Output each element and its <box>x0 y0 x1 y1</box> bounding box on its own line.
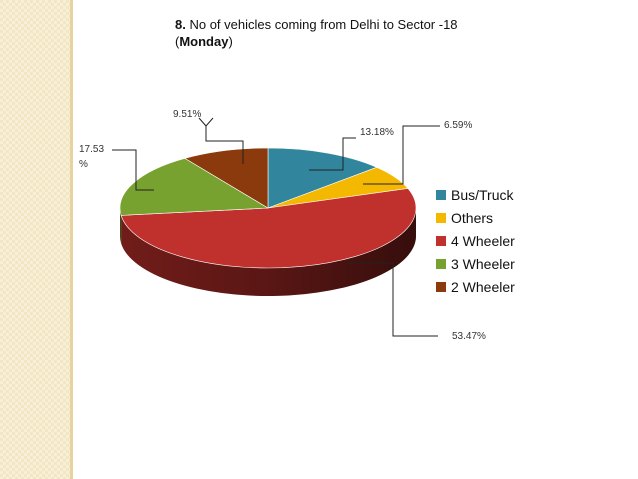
data-label-2-wheeler: 9.51% <box>173 109 201 120</box>
legend-swatch-2-wheeler <box>436 281 446 292</box>
data-labels: 13.18% 6.59% 53.47% 17.53 % 9.51% <box>79 109 486 342</box>
data-label-3-wheeler: 17.53% <box>79 144 104 170</box>
pie-depth-sides <box>120 208 417 296</box>
legend-swatch-3-wheeler <box>436 258 446 269</box>
leader-line-bus-truck <box>309 137 356 171</box>
legend-item-2-wheeler: 2 Wheeler <box>436 275 515 298</box>
legend-swatch-4-wheeler <box>436 235 446 246</box>
pie-side-shade-4-wheeler <box>121 208 417 296</box>
pie-slice-2-wheeler <box>184 147 269 209</box>
legend-swatch-others <box>436 212 446 223</box>
chart-title-day: Monday <box>179 34 229 49</box>
chart-title-number: 8. <box>175 17 186 32</box>
leader-lines <box>112 117 440 337</box>
pie-side-shade-3-wheeler <box>120 208 122 244</box>
data-label-bus-truck: 13.18% <box>360 127 394 138</box>
legend-label-4-wheeler: 4 Wheeler <box>451 232 515 249</box>
leader-line-3-wheeler <box>112 149 154 191</box>
leader-line-others <box>363 125 440 185</box>
legend-item-3-wheeler: 3 Wheeler <box>436 252 515 275</box>
pie-slice-3-wheeler <box>119 158 270 216</box>
chart-legend: Bus/Truck Others 4 Wheeler 3 Wheeler 2 Wheel… <box>436 183 515 298</box>
legend-item-bus-truck: Bus/Truck <box>436 183 515 206</box>
legend-label-bus-truck: Bus/Truck <box>451 186 514 203</box>
chart-title-day-close: ) <box>228 34 233 49</box>
legend-swatch-bus-truck <box>436 189 446 200</box>
chart-title: 8. No of vehicles coming from Delhi to S… <box>175 16 458 50</box>
pie-slices <box>119 147 417 269</box>
legend-item-4-wheeler: 4 Wheeler <box>436 229 515 252</box>
chart-title-text: No of vehicles coming from Delhi to Sect… <box>189 17 458 32</box>
data-label-4-wheeler: 53.47% <box>452 331 486 342</box>
chart-title-day-open: ( <box>175 34 180 49</box>
pie-slice-bus-truck <box>267 147 378 209</box>
legend-label-2-wheeler: 2 Wheeler <box>451 278 515 295</box>
legend-item-others: Others <box>436 206 515 229</box>
side-strip-edge <box>70 0 73 479</box>
leader-line-4-wheeler <box>348 262 438 337</box>
legend-label-others: Others <box>451 209 494 226</box>
decorative-side-strip <box>0 0 70 479</box>
legend-label-3-wheeler: 3 Wheeler <box>451 255 515 272</box>
pie-slice-4-wheeler <box>120 188 417 269</box>
data-label-others: 6.59% <box>444 120 472 131</box>
leader-line-2-wheeler <box>198 117 244 164</box>
